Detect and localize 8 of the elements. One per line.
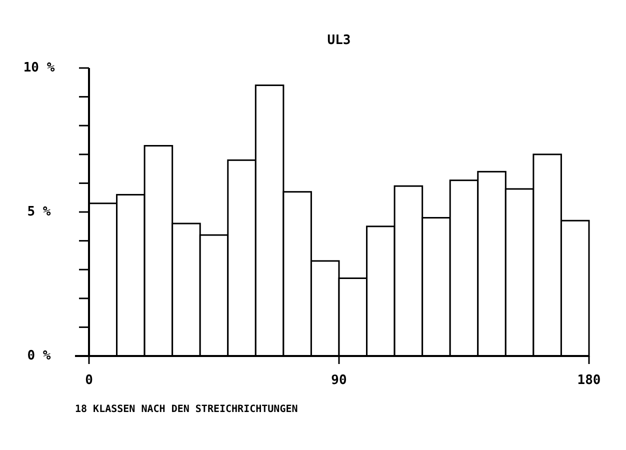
y-tick-label: 10 %	[23, 60, 55, 76]
x-tick-label: 0	[85, 373, 94, 388]
x-tick-label: 90	[331, 373, 347, 388]
chart-title: UL3	[327, 33, 351, 48]
y-tick-label: 0 %	[27, 348, 51, 364]
y-tick-label: 5 %	[27, 204, 51, 220]
x-tick-label: 180	[577, 373, 601, 388]
x-axis-title: 18 KLASSEN NACH DEN STREICHRICHTUNGEN	[75, 404, 298, 415]
